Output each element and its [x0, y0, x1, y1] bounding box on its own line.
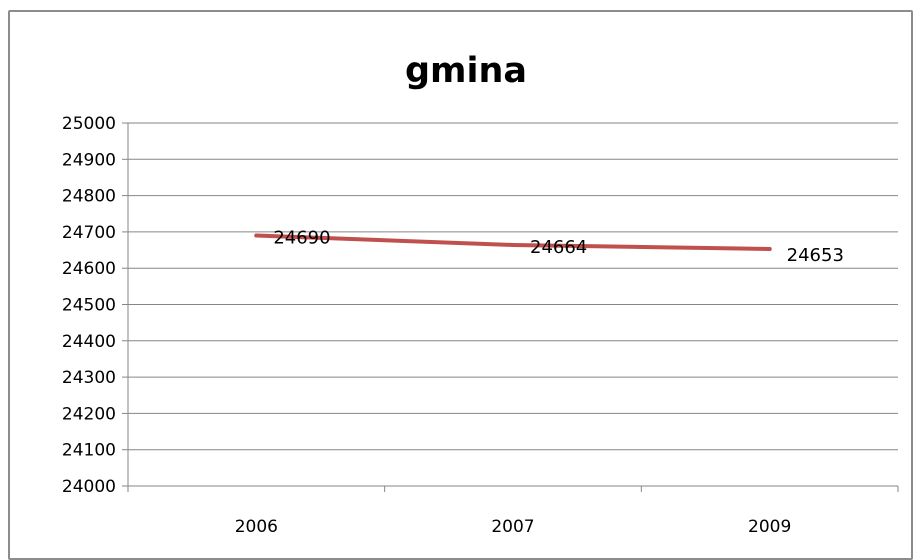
y-tick-label-24400: 24400 — [62, 332, 116, 352]
x-axis: 2006 2007 2009 — [127, 485, 899, 537]
data-label-2007: 24664 — [530, 237, 587, 258]
y-tick-label-24300: 24300 — [62, 368, 116, 388]
data-point-2009 — [767, 246, 772, 251]
y-tick-label-24900: 24900 — [62, 150, 116, 170]
gridlines — [128, 122, 898, 487]
data-label-2009: 24653 — [787, 245, 844, 266]
chart-title: gmina — [405, 51, 527, 91]
y-tick-label-25000: 25000 — [62, 114, 116, 134]
y-tick-label-24600: 24600 — [62, 259, 116, 279]
y-tick-label-24700: 24700 — [62, 223, 116, 243]
y-tick-label-24100: 24100 — [62, 441, 116, 461]
y-tick-label-24800: 24800 — [62, 187, 116, 207]
y-tick-label-24200: 24200 — [62, 404, 116, 424]
x-tick-label-2006: 2006 — [235, 517, 278, 537]
y-axis: 24000 24100 24200 24300 24400 24500 24600 24700… — [62, 114, 129, 497]
y-tick-label-24000: 24000 — [62, 477, 116, 497]
x-tick-label-2007: 2007 — [491, 517, 534, 537]
data-labels: 24690 24664 24653 — [273, 228, 844, 266]
data-label-2006: 24690 — [273, 228, 330, 249]
x-tick-label-2009: 2009 — [748, 517, 791, 537]
data-point-2007 — [511, 242, 515, 247]
series-layer — [254, 233, 772, 251]
y-tick-label-24500: 24500 — [62, 296, 116, 316]
data-point-2006 — [254, 233, 259, 238]
